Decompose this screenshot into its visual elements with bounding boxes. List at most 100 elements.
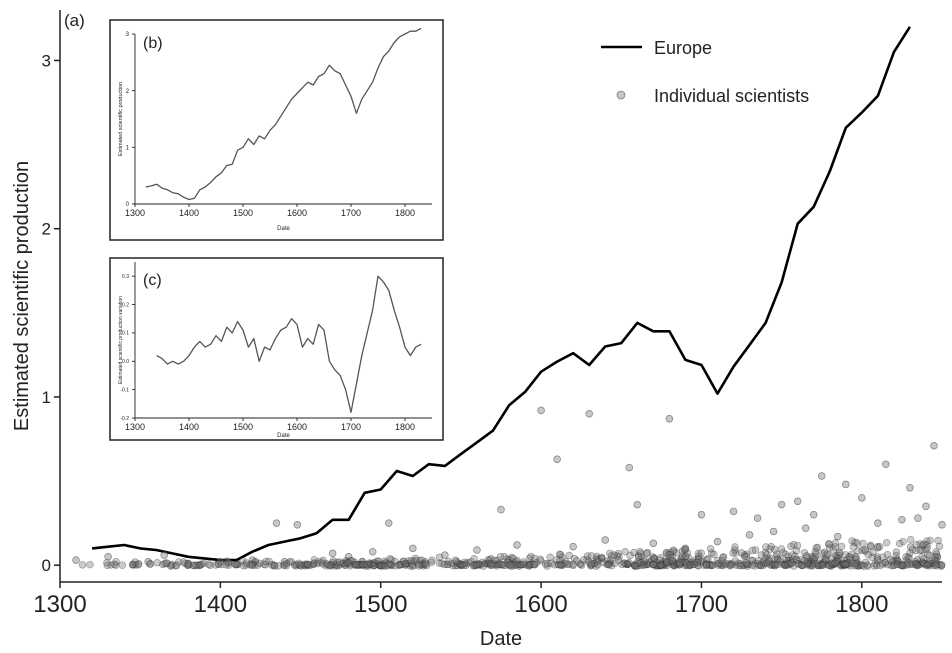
scatter-point xyxy=(889,561,898,570)
scatter-point xyxy=(146,560,155,568)
scatter-point xyxy=(295,559,303,567)
x-tick-label: 1700 xyxy=(341,208,361,218)
scatter-point xyxy=(811,550,820,559)
scatter-point xyxy=(497,505,505,514)
scatter-point xyxy=(525,562,533,570)
scatter-point xyxy=(189,561,198,570)
scatter-point xyxy=(504,556,512,565)
scatter-point xyxy=(781,561,789,570)
scatter-point xyxy=(134,561,142,569)
y-tick-label: -0.2 xyxy=(120,416,129,422)
scatter-point xyxy=(280,561,289,569)
scatter-point xyxy=(649,539,658,548)
scatter-point xyxy=(363,561,372,569)
scatter-point xyxy=(469,562,478,570)
scatter-point xyxy=(665,558,674,566)
scatter-point xyxy=(771,545,779,554)
scatter-point xyxy=(873,553,881,561)
scatter-point xyxy=(763,551,771,559)
scatter-point xyxy=(906,484,914,492)
scatter-point xyxy=(409,544,417,553)
scatter-point xyxy=(621,547,629,556)
scatter-point xyxy=(774,556,782,564)
scatter-point xyxy=(476,560,484,568)
scatter-point xyxy=(247,560,255,568)
scatter-point xyxy=(921,560,929,568)
scatter-point xyxy=(923,561,931,570)
scatter-point xyxy=(789,555,797,564)
scatter-point xyxy=(841,551,850,559)
x-tick-label: 1400 xyxy=(179,208,199,218)
scatter-point xyxy=(819,558,827,567)
scatter-point xyxy=(419,562,428,570)
scatter-point xyxy=(513,556,521,564)
scatter-point xyxy=(691,556,700,564)
scatter-point xyxy=(585,410,593,418)
scatter-point xyxy=(344,553,353,561)
scatter-point xyxy=(412,556,420,565)
scatter-point xyxy=(843,556,851,564)
scatter-point xyxy=(315,558,323,566)
scatter-point xyxy=(214,560,223,568)
scatter-point xyxy=(858,494,866,502)
scatter-point xyxy=(344,559,353,567)
scatter-point xyxy=(740,561,748,570)
scatter-point xyxy=(719,553,727,562)
scatter-point xyxy=(866,541,875,550)
scatter-point xyxy=(601,536,609,544)
scatter-point xyxy=(580,556,588,564)
scatter-point xyxy=(669,546,678,554)
scatter-point xyxy=(913,560,922,569)
scatter-point xyxy=(343,560,351,568)
scatter-point xyxy=(292,560,301,569)
scatter-point xyxy=(750,562,759,570)
scatter-point xyxy=(707,561,716,569)
scatter-point xyxy=(112,561,120,569)
scatter-point xyxy=(773,550,781,558)
scatter-point xyxy=(656,554,665,562)
series-line xyxy=(145,27,422,201)
scatter-point xyxy=(748,561,756,569)
scatter-point xyxy=(332,562,341,570)
scatter-point xyxy=(786,557,794,565)
scatter-point xyxy=(590,559,599,567)
scatter-point xyxy=(662,548,670,557)
scatter-point xyxy=(858,546,866,554)
scatter-point xyxy=(757,551,766,559)
scatter-point xyxy=(827,562,835,570)
scatter-point xyxy=(765,557,774,565)
scatter-point xyxy=(462,559,471,568)
scatter-point xyxy=(771,561,779,570)
scatter-point xyxy=(660,557,669,566)
scatter-point xyxy=(768,561,776,570)
scatter-point xyxy=(714,561,723,569)
scatter-point xyxy=(380,559,389,568)
scatter-point xyxy=(375,560,383,569)
scatter-point xyxy=(416,556,424,565)
scatter-point xyxy=(656,556,664,564)
scatter-point xyxy=(911,557,920,566)
scatter-point xyxy=(553,556,561,564)
scatter-point xyxy=(510,560,518,569)
scatter-point xyxy=(912,546,920,555)
scatter-point xyxy=(550,561,559,569)
scatter-point xyxy=(515,562,523,570)
scatter-point xyxy=(734,561,743,570)
y-tick-label: 0 xyxy=(42,556,51,575)
scatter-point xyxy=(874,519,882,527)
y-tick-label: 1 xyxy=(126,145,130,151)
scatter-point xyxy=(859,539,867,548)
panel-b: 1300 1400 1500 1600 1700 1800 0 1 2 3 Date Estimate… xyxy=(109,19,444,241)
scatter-point xyxy=(924,550,932,558)
scatter-point xyxy=(682,552,690,561)
scatter-point xyxy=(329,559,337,567)
scatter-point xyxy=(593,552,601,561)
scatter-point xyxy=(388,561,396,570)
scatter-point xyxy=(784,557,793,565)
scatter-point xyxy=(766,561,775,569)
scatter-point xyxy=(505,561,513,569)
scatter-point xyxy=(234,560,242,568)
scatter-point xyxy=(231,561,240,569)
scatter-point xyxy=(918,558,927,566)
scatter-point xyxy=(832,552,840,560)
